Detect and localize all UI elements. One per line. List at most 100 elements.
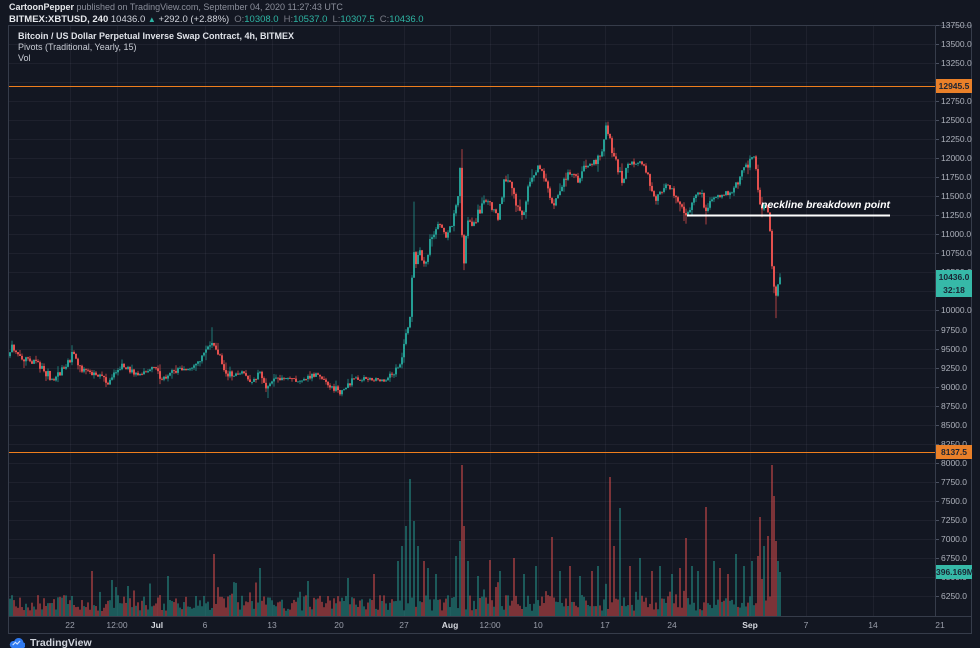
- price-tick-mark: [936, 44, 939, 45]
- price-tick-label: 12000.0: [941, 153, 972, 164]
- price-tick-label: 12250.0: [941, 134, 972, 145]
- price-tick-mark: [936, 406, 939, 407]
- low-value: 10307.5: [340, 14, 375, 25]
- price-tick-label: 9250.0: [941, 362, 967, 373]
- time-axis[interactable]: 22 12:00 Jul 6 13 20 27 Aug 12:00 10 17 24 Sep 7 14 21: [9, 616, 971, 633]
- price-tick-label: 7250.0: [941, 514, 967, 525]
- price-tick-mark: [936, 120, 939, 121]
- up-arrow-icon: ▲: [147, 15, 156, 24]
- time-tick-label: 22: [65, 620, 75, 630]
- low-label: L:: [332, 14, 341, 25]
- time-tick-label: 27: [399, 620, 409, 630]
- price-tick-mark: [936, 139, 939, 140]
- price-tick-mark: [936, 520, 939, 521]
- price-tick-label: 13500.0: [941, 39, 972, 50]
- time-tick-label: 12:00: [479, 620, 501, 630]
- time-tick-label: Sep: [742, 620, 758, 630]
- price-tick-mark: [936, 234, 939, 235]
- price-tick-label: 8750.0: [941, 400, 967, 411]
- price-tick-mark: [936, 101, 939, 102]
- time-tick-label: Aug: [441, 620, 459, 630]
- price-tick-label: 11000.0: [941, 229, 972, 240]
- price-tick-label: 9750.0: [941, 324, 967, 335]
- price-axis[interactable]: 12945.5 8137.5 10436.0 32:18 396.169M 62…: [935, 20, 974, 616]
- price-tick-label: 6750.0: [941, 552, 967, 563]
- price-tick-label: 11250.0: [941, 210, 972, 221]
- price-tick-label: 8500.0: [941, 419, 967, 430]
- price-tick-mark: [936, 368, 939, 369]
- time-tick-label: Jul: [150, 620, 164, 630]
- price-tick-label: 11750.0: [941, 172, 972, 183]
- time-tick-label: 10: [533, 620, 543, 630]
- price-tick-mark: [936, 349, 939, 350]
- last-price-label: 10436.0: [936, 270, 972, 285]
- price-chart-canvas[interactable]: [9, 26, 935, 616]
- time-tick-label: 14: [868, 620, 878, 630]
- price-tick-mark: [936, 463, 939, 464]
- price-tick-mark: [936, 253, 939, 254]
- high-label: H:: [283, 14, 294, 25]
- price-tick-mark: [936, 539, 939, 540]
- neckline-annotation-text: neckline breakdown point: [761, 198, 890, 211]
- time-tick-label: 17: [600, 620, 610, 630]
- price-tick-mark: [936, 330, 939, 331]
- price-tick-label: 7500.0: [941, 495, 967, 506]
- time-tick-label: 24: [667, 620, 677, 630]
- open-value: 10308.0: [244, 14, 279, 25]
- price-tick-label: 7750.0: [941, 476, 967, 487]
- current-volume-label: 396.169M: [936, 565, 974, 579]
- price-tick-label: 10750.0: [941, 248, 972, 259]
- close-label: C:: [379, 14, 390, 25]
- price-tick-label: 9500.0: [941, 343, 967, 354]
- price-tick-label: 8000.0: [941, 457, 967, 468]
- price-tick-label: 7000.0: [941, 533, 967, 544]
- price-tick-mark: [936, 215, 939, 216]
- price-tick-mark: [936, 63, 939, 64]
- price-tick-mark: [936, 558, 939, 559]
- price-tick-mark: [936, 425, 939, 426]
- price-tick-label: 12500.0: [941, 115, 972, 126]
- time-tick-label: 12:00: [106, 620, 128, 630]
- price-tick-mark: [936, 596, 939, 597]
- tradingview-footer: TradingView: [8, 636, 92, 648]
- publish-byline: CartoonPepper published on TradingView.c…: [9, 2, 424, 13]
- price-tick-mark: [936, 177, 939, 178]
- time-tick-label: 20: [334, 620, 344, 630]
- tradingview-brand-text[interactable]: TradingView: [30, 637, 92, 648]
- symbol-ohlc-row: BITMEX:XBTUSD, 240 10436.0 ▲ +292.0 (+2.…: [9, 14, 424, 25]
- chart-container: Bitcoin / US Dollar Perpetual Inverse Sw…: [8, 20, 974, 634]
- symbol-name: BITMEX:XBTUSD, 240: [9, 14, 109, 25]
- price-tick-mark: [936, 25, 939, 26]
- price-tick-label: 10000.0: [941, 305, 972, 316]
- price-tick-mark: [936, 158, 939, 159]
- publish-note: published on TradingView.com, September …: [74, 2, 343, 12]
- price-tick-label: 6250.0: [941, 590, 967, 601]
- price-tick-mark: [936, 444, 939, 445]
- close-value: 10436.0: [389, 14, 424, 25]
- price-tick-label: 8250.0: [941, 438, 967, 449]
- price-tick-label: 13250.0: [941, 58, 972, 69]
- price-tick-label: 11500.0: [941, 191, 972, 202]
- price-tick-mark: [936, 387, 939, 388]
- time-tick-label: 7: [803, 620, 809, 630]
- price-tick-label: 12750.0: [941, 96, 972, 107]
- pivot-r1-price-label: 12945.5: [936, 79, 972, 94]
- tradingview-logo-icon[interactable]: [8, 636, 25, 648]
- bar-countdown-label: 32:18: [936, 284, 972, 298]
- time-tick-label: 13: [267, 620, 277, 630]
- price-change: +292.0 (+2.88%): [158, 14, 230, 25]
- publish-header: CartoonPepper published on TradingView.c…: [9, 2, 424, 25]
- price-tick-label: 13750.0: [941, 20, 972, 31]
- price-tick-mark: [936, 501, 939, 502]
- price-tick-mark: [936, 482, 939, 483]
- open-label: O:: [234, 14, 245, 25]
- price-tick-mark: [936, 196, 939, 197]
- high-value: 10537.0: [293, 14, 328, 25]
- time-tick-label: 6: [202, 620, 208, 630]
- time-tick-label: 21: [935, 620, 945, 630]
- last-price: 10436.0: [110, 14, 146, 25]
- price-tick-label: 9000.0: [941, 381, 967, 392]
- publisher-name: CartoonPepper: [9, 2, 75, 12]
- price-tick-mark: [936, 310, 939, 311]
